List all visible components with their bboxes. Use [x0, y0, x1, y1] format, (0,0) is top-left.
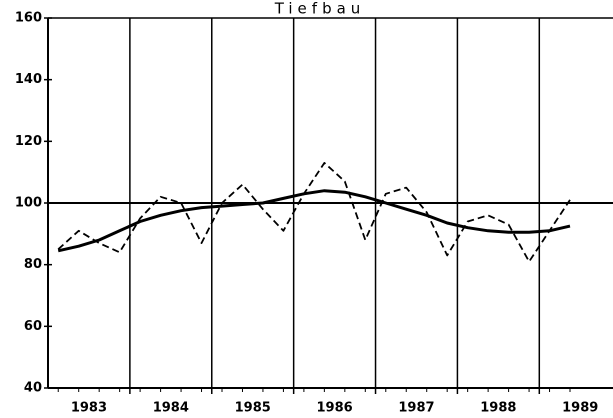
- series-line: [57, 189, 571, 253]
- x-tick-label: 1984: [153, 401, 189, 416]
- chart-title: Tiefbau: [274, 0, 366, 18]
- x-tick-label: 1983: [71, 401, 107, 416]
- y-tick-label: 100: [15, 196, 42, 211]
- y-tick-label: 40: [24, 381, 42, 396]
- x-tick-label: 1988: [480, 401, 516, 416]
- y-tick-label: 60: [24, 319, 42, 334]
- y-tick-label: 140: [15, 72, 42, 87]
- y-tick-label: 120: [15, 134, 42, 149]
- y-tick-label: 80: [24, 257, 42, 272]
- x-tick-label: 1989: [562, 401, 598, 416]
- x-tick-label: 1986: [317, 401, 353, 416]
- series-line: [57, 162, 571, 263]
- x-tick-label: 1987: [398, 401, 434, 416]
- x-tick-label: 1985: [235, 401, 271, 416]
- y-tick-label: 160: [15, 11, 42, 26]
